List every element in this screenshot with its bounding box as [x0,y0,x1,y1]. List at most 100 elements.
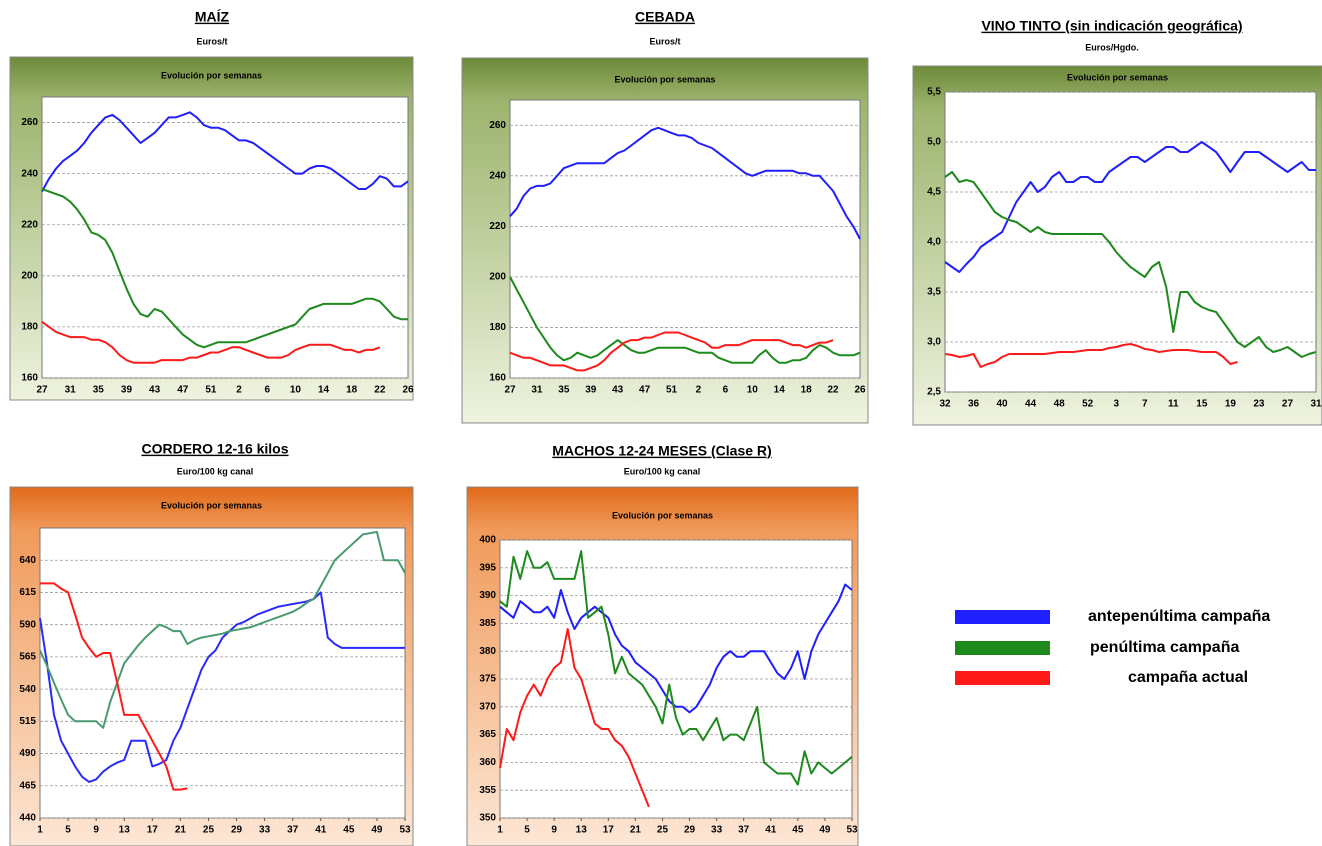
chart: CEBADA Euros/t Evolución por semanas 160 180… [461,9,869,424]
y-tick-label: 540 [19,684,36,695]
panel-title: Evolución por semanas [161,70,262,80]
x-tick-label: 48 [1054,399,1066,410]
chart-title: MACHOS 12-24 MESES (Clase R) [552,443,771,459]
y-tick-label: 515 [19,716,36,727]
series-line [509,331,834,372]
y-tick-label: 615 [19,587,36,598]
x-tick-label: 10 [747,385,759,396]
y-tick-label: 640 [19,555,36,566]
y-tick-label: 590 [19,619,36,630]
legend-label: antepenúltima campaña [1088,608,1270,625]
chart-subtitle: Euros/Hgdo. [1085,42,1139,52]
series-line [39,530,406,729]
y-tick-label: 200 [21,270,38,281]
x-tick-label: 31 [531,385,543,396]
x-tick-label: 22 [374,385,386,396]
x-tick-label: 10 [290,385,302,396]
x-tick-label: 49 [819,825,831,836]
x-tick-label: 15 [1196,399,1208,410]
y-tick-label: 400 [479,535,496,546]
x-tick-label: 22 [828,385,840,396]
x-tick-label: 17 [603,825,615,836]
y-tick-label: 160 [21,373,38,384]
series-line [499,583,853,714]
y-tick-label: 395 [479,562,496,573]
y-tick-label: 3,0 [927,337,941,348]
y-tick-label: 220 [489,221,506,232]
plot-area [509,99,861,379]
y-tick-label: 385 [479,618,496,629]
x-tick-label: 35 [93,385,105,396]
x-tick-label: 52 [1082,399,1094,410]
x-tick-label: 6 [264,385,270,396]
chart-title: VINO TINTO (sin indicación geográfica) [981,18,1242,34]
y-tick-label: 360 [479,757,496,768]
legend-label: penúltima campaña [1090,639,1239,656]
series-line [944,141,1316,273]
x-tick-label: 26 [402,385,414,396]
x-tick-label: 29 [684,825,696,836]
x-tick-label: 44 [1025,399,1037,410]
chart-subtitle: Euros/t [196,36,227,46]
y-tick-label: 5,0 [927,137,941,148]
series-line [499,628,650,808]
x-tick-label: 41 [765,825,777,836]
chart-title: MAÍZ [195,9,230,25]
series-line [944,171,1317,358]
x-tick-label: 9 [551,825,557,836]
x-tick-label: 53 [846,825,858,836]
x-tick-label: 45 [792,825,804,836]
chart-subtitle: Euro/100 kg canal [177,466,254,476]
chart: VINO TINTO (sin indicación geográfica) Eu… [912,18,1322,426]
chart: MAÍZ Euros/t Evolución por semanas 160 180 20… [9,9,414,401]
x-tick-label: 1 [37,825,43,836]
x-tick-label: 37 [287,825,299,836]
panel-title: Evolución por semanas [612,510,713,520]
y-tick-label: 380 [479,646,496,657]
x-tick-label: 5 [65,825,71,836]
x-tick-label: 39 [121,385,133,396]
y-tick-label: 3,5 [927,287,941,298]
x-tick-label: 13 [576,825,588,836]
x-tick-label: 33 [259,825,271,836]
plot-area [39,527,406,819]
panel-title: Evolución por semanas [614,74,715,84]
x-tick-label: 33 [711,825,723,836]
y-tick-label: 350 [479,813,496,824]
y-tick-label: 180 [21,322,38,333]
y-tick-label: 5,5 [927,87,941,98]
x-tick-label: 45 [343,825,355,836]
x-tick-label: 17 [147,825,159,836]
series-line [40,582,188,791]
y-tick-label: 240 [21,168,38,179]
y-tick-label: 565 [19,652,36,663]
x-tick-label: 6 [723,385,729,396]
x-tick-label: 27 [1282,399,1294,410]
series-line [41,111,409,192]
series-line [499,550,853,786]
x-tick-label: 51 [205,385,217,396]
x-tick-label: 13 [119,825,131,836]
x-tick-label: 39 [585,385,597,396]
chart: MACHOS 12-24 MESES (Clase R) Euro/100 kg … [466,443,859,846]
series-line [509,276,861,364]
y-tick-label: 260 [489,120,506,131]
x-tick-label: 18 [801,385,813,396]
x-tick-label: 19 [1225,399,1237,410]
x-tick-label: 27 [36,385,48,396]
x-tick-label: 49 [371,825,383,836]
x-tick-label: 36 [968,399,980,410]
chart-title: CEBADA [635,9,695,25]
y-tick-label: 200 [489,272,506,283]
y-tick-label: 440 [19,813,36,824]
x-tick-label: 53 [399,825,411,836]
chart-title: CORDERO 12-16 kilos [141,441,288,457]
y-tick-label: 220 [21,219,38,230]
x-tick-label: 21 [175,825,187,836]
x-tick-label: 35 [558,385,570,396]
x-tick-label: 47 [639,385,651,396]
x-tick-label: 27 [504,385,516,396]
x-tick-label: 23 [1253,399,1265,410]
y-tick-label: 355 [479,785,496,796]
